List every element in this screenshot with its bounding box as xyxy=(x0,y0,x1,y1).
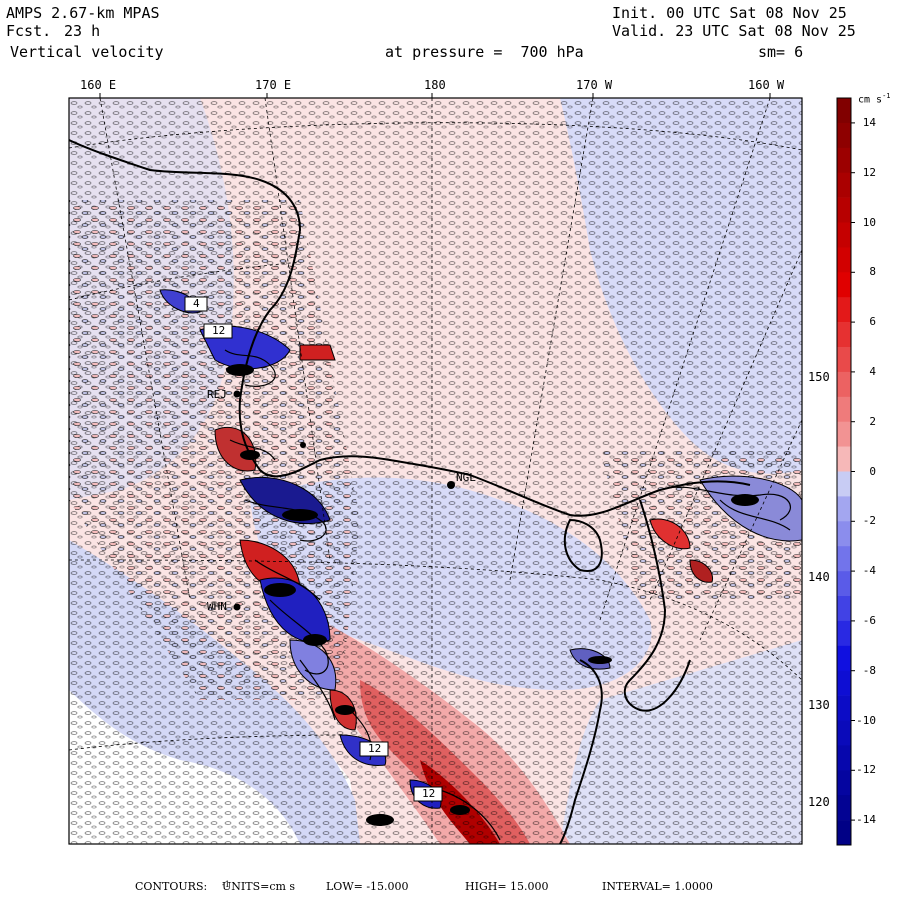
right-label-130w: 130 W xyxy=(808,698,845,712)
station-ngl-marker xyxy=(447,481,455,489)
colorbar-band xyxy=(837,645,851,671)
field-name: Vertical velocity xyxy=(10,43,164,61)
colorbar-band xyxy=(837,247,851,273)
model-name: AMPS 2.67-km MPAS xyxy=(6,4,160,22)
colorbar-band xyxy=(837,745,851,771)
colorbar-band xyxy=(837,596,851,622)
footer-contours: CONTOURS: xyxy=(135,880,208,893)
right-label-150w: 150 W xyxy=(808,370,845,384)
colorbar-band xyxy=(837,521,851,547)
colorbar-band xyxy=(837,720,851,746)
station-ngl-label: NGL xyxy=(456,471,476,484)
colorbar-label: 2 xyxy=(869,414,876,428)
colorbar xyxy=(836,97,855,846)
colorbar-band xyxy=(837,197,851,223)
colorbar-label: -2 xyxy=(862,514,876,528)
footer-interval: INTERVAL= 1.0000 xyxy=(602,880,713,893)
footer-units: UNITS=cm s -1 xyxy=(222,880,296,893)
colorbar-label: -10 xyxy=(856,713,876,727)
colorbar-band xyxy=(837,471,851,497)
colorbar-band xyxy=(837,695,851,721)
colorbar-label: -12 xyxy=(856,763,876,777)
colorbar-band xyxy=(837,620,851,647)
colorbar-band xyxy=(837,147,851,173)
black-blobs xyxy=(226,364,759,826)
colorbar-label: 10 xyxy=(862,215,876,229)
right-label-140w: 140 W xyxy=(808,570,845,584)
lon-label-160e: 160 E xyxy=(80,78,117,92)
colorbar-band xyxy=(837,98,851,124)
pressure-level: at pressure = 700 hPa xyxy=(385,43,584,61)
top-ticks xyxy=(99,93,771,98)
colorbar-band xyxy=(837,322,851,348)
box-label-4: 4 xyxy=(193,297,200,310)
smoothing: sm= 6 xyxy=(758,43,804,61)
coastline xyxy=(69,139,751,844)
graticule xyxy=(69,98,802,844)
right-label-120w: 120 W xyxy=(808,795,845,809)
colorbar-label: -14 xyxy=(856,813,876,827)
forecast-hour: 23 h xyxy=(64,22,101,40)
footer-high: HIGH= 15.000 xyxy=(465,880,549,893)
colorbar-band xyxy=(837,496,851,522)
colorbar-band xyxy=(837,795,851,821)
colorbar-label: 6 xyxy=(869,315,876,329)
plot-frame xyxy=(68,97,803,845)
footer-low: LOW= -15.000 xyxy=(326,880,409,893)
colorbar-band xyxy=(837,421,851,447)
colorbar-band xyxy=(837,172,851,198)
colorbar-label: 14 xyxy=(862,115,876,129)
box-label-12b: 12 xyxy=(368,742,382,755)
box-labels xyxy=(184,296,443,802)
box-label-12a: 12 xyxy=(212,324,226,337)
station-rej-marker xyxy=(233,390,241,398)
box-label-12c: 12 xyxy=(422,787,436,800)
colorbar-band xyxy=(837,571,851,597)
colorbar-band xyxy=(837,222,851,248)
colorbar-label: 12 xyxy=(862,165,876,179)
station-whn-marker xyxy=(233,603,241,611)
colorbar-band xyxy=(837,820,851,846)
lon-label-170w: 170 W xyxy=(576,78,613,92)
station-markers xyxy=(233,390,455,611)
colorbar-band xyxy=(837,396,851,422)
station-whn-label: WHN xyxy=(207,600,227,613)
forecast-label: Fcst. xyxy=(6,22,52,40)
colorbar-band xyxy=(837,272,851,298)
colorbar-band xyxy=(837,371,851,398)
colorbar-label: -4 xyxy=(862,564,876,578)
colorbar-label: -8 xyxy=(862,663,876,677)
colorbar-label: 8 xyxy=(869,265,876,279)
lon-label-180: 180 xyxy=(424,78,446,92)
colorbar-band xyxy=(837,297,851,323)
colorbar-label: -6 xyxy=(862,613,876,627)
colorbar-band xyxy=(837,770,851,796)
station-rej-label: REJ xyxy=(207,388,227,401)
colorbar-units: cm s-1 xyxy=(858,92,891,106)
valid-time: Valid. 23 UTC Sat 08 Nov 25 xyxy=(612,22,856,40)
colorbar-label: 4 xyxy=(869,364,876,378)
lon-label-170e: 170 E xyxy=(255,78,292,92)
lon-label-160w: 160 W xyxy=(748,78,785,92)
colorbar-band xyxy=(837,670,851,696)
colorbar-band xyxy=(837,122,851,149)
colorbar-band xyxy=(837,347,851,373)
init-time: Init. 00 UTC Sat 08 Nov 25 xyxy=(612,4,847,22)
colorbar-band xyxy=(837,546,851,572)
colorbar-band xyxy=(837,446,851,472)
colorbar-label: 0 xyxy=(869,464,876,478)
